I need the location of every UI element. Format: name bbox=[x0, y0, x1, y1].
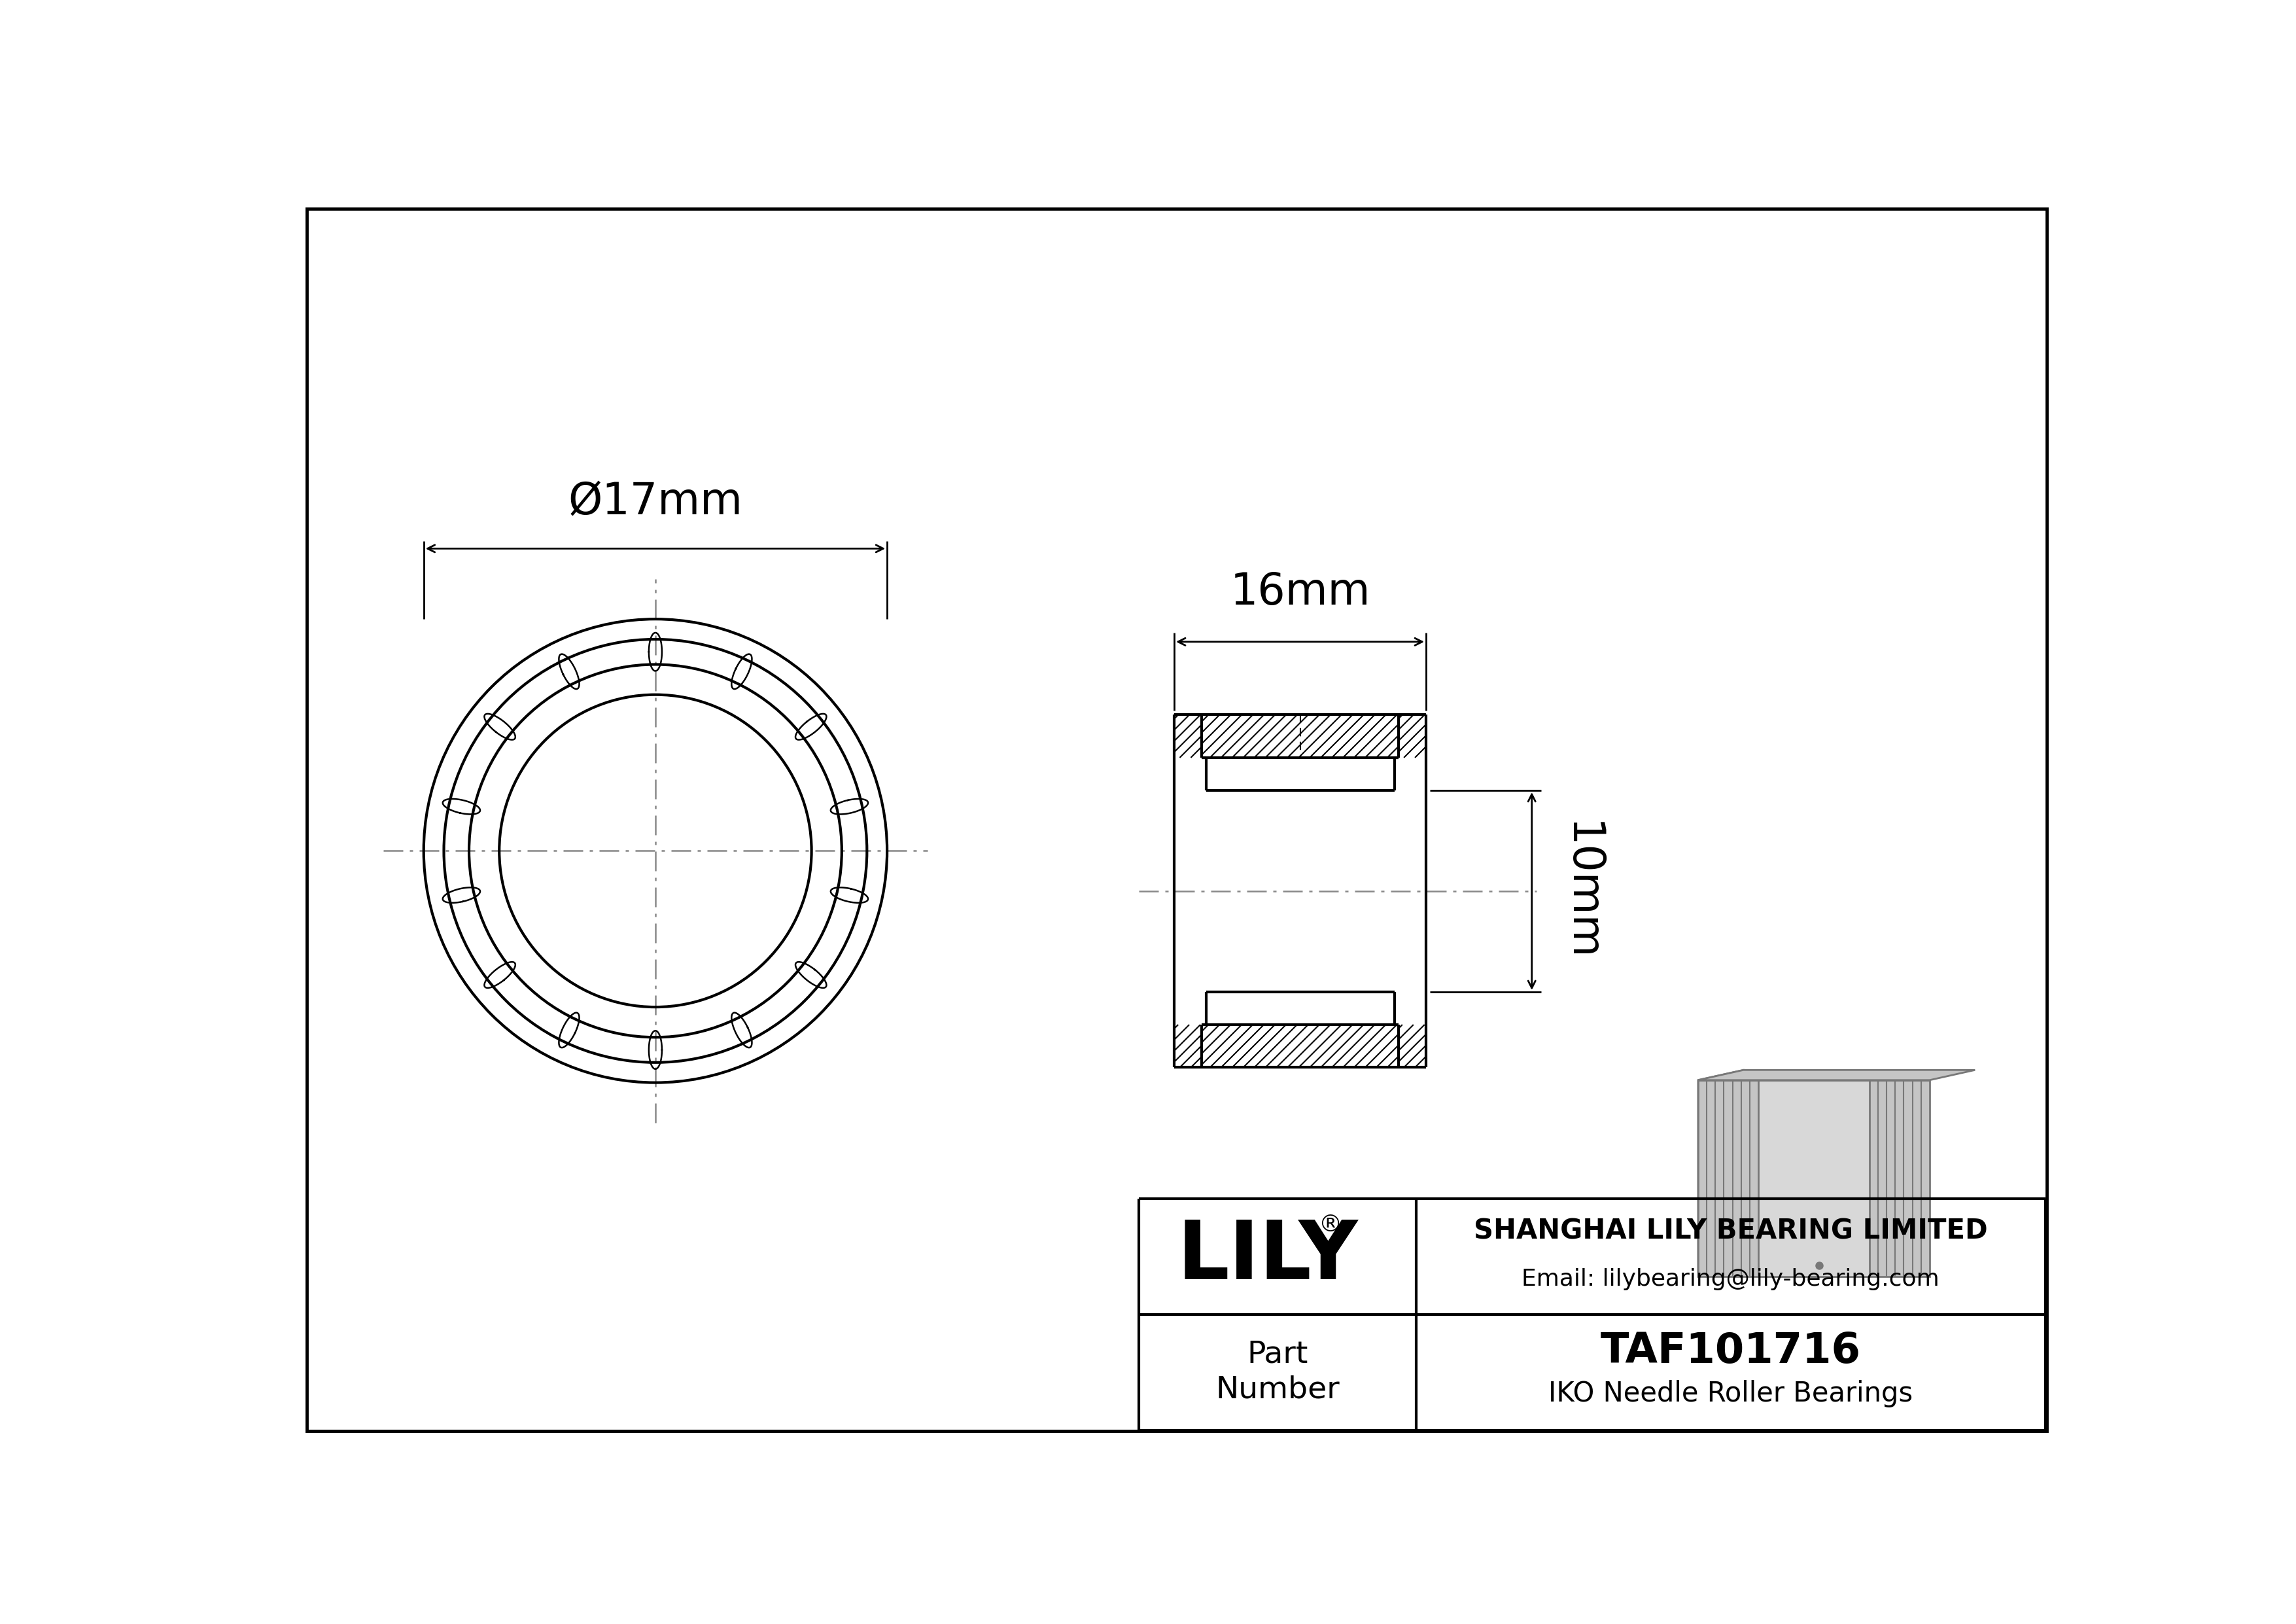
Text: LILY: LILY bbox=[1178, 1216, 1357, 1296]
Text: SHANGHAI LILY BEARING LIMITED: SHANGHAI LILY BEARING LIMITED bbox=[1474, 1218, 1988, 1246]
Bar bbox=[1759, 1080, 1869, 1276]
Text: Ø17mm: Ø17mm bbox=[567, 481, 742, 523]
Text: 10mm: 10mm bbox=[1559, 822, 1603, 961]
Text: Part: Part bbox=[1247, 1340, 1309, 1369]
Text: Number: Number bbox=[1215, 1376, 1339, 1405]
Polygon shape bbox=[1699, 1070, 1975, 1080]
Text: 16mm: 16mm bbox=[1231, 572, 1371, 614]
Text: TAF101716: TAF101716 bbox=[1600, 1330, 1862, 1371]
Text: Email: lilybearing@lily-bearing.com: Email: lilybearing@lily-bearing.com bbox=[1522, 1268, 1940, 1289]
Polygon shape bbox=[1699, 1070, 1743, 1276]
Bar bbox=[1699, 1080, 1929, 1276]
Text: IKO Needle Roller Bearings: IKO Needle Roller Bearings bbox=[1548, 1380, 1913, 1408]
Text: ®: ® bbox=[1318, 1215, 1343, 1236]
